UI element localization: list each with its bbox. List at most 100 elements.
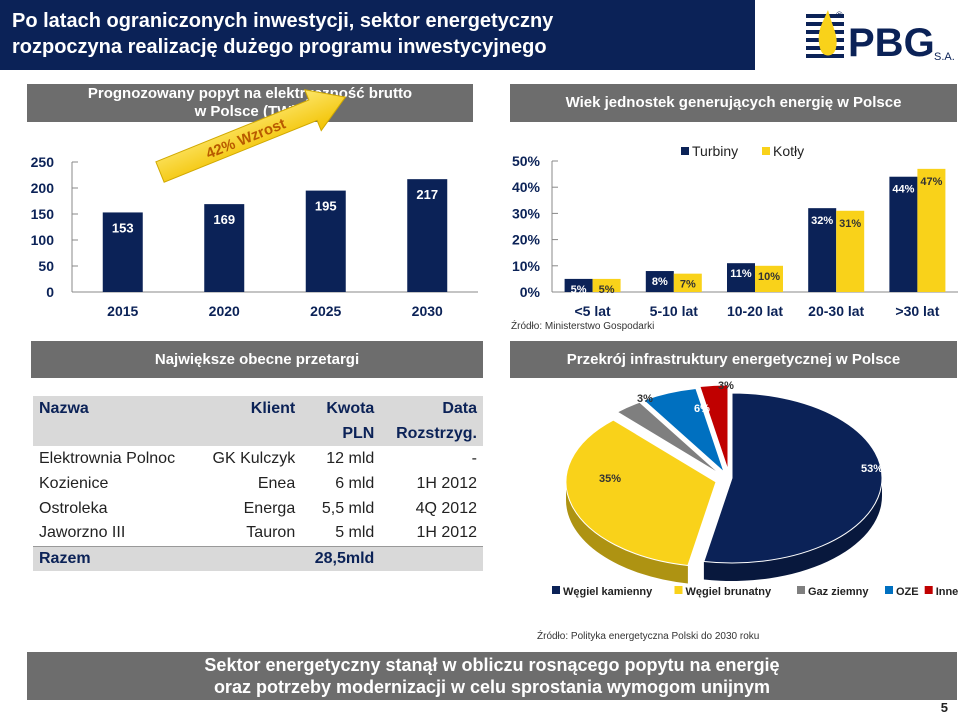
age-ytick-label: 10%: [512, 258, 541, 274]
pie-legend-swatch: [885, 586, 893, 594]
age-ytick-label: 30%: [512, 205, 541, 221]
pie-slice: [699, 384, 729, 471]
header-pln: PLN: [301, 421, 381, 446]
pie-chart-title: Przekrój infrastruktury energetycznej w …: [510, 341, 957, 378]
pie-legend-label: Inne: [936, 586, 959, 598]
age-ytick-label: 40%: [512, 179, 541, 195]
pie-slice-side: [566, 482, 688, 584]
slide-title-line1: Po latach ograniczonych inwestycji, sekt…: [12, 10, 554, 32]
pie-legend-swatch: [797, 586, 805, 594]
demand-ytick-label: 150: [31, 206, 55, 222]
pbg-logo: PBG ® S.A.: [806, 10, 955, 65]
demand-chart-title: Prognozowany popyt na elektryczność brut…: [27, 84, 473, 122]
age-bar-label: 32%: [811, 215, 833, 227]
page-number: 5: [940, 700, 948, 715]
demand-bar-label: 169: [213, 212, 235, 227]
slide-title-line2: rozpoczyna realizację dużego programu in…: [12, 36, 547, 58]
pie-slice-side: [703, 478, 882, 581]
summary-line1: Sektor energetyczny stanął w obliczu ros…: [204, 655, 780, 675]
demand-xtick-label: 2020: [209, 303, 240, 319]
table-cell: Enea: [257, 474, 296, 492]
demand-xtick-label: 2015: [107, 303, 138, 319]
age-bar-kotly: [673, 273, 702, 292]
demand-xtick-label: 2030: [412, 303, 443, 319]
logo-suffix: S.A.: [934, 51, 955, 63]
age-bar-label: 7%: [680, 279, 696, 291]
summary-line2: oraz potrzeby modernizacji w celu sprost…: [213, 677, 771, 697]
pie-slice: [616, 401, 721, 475]
tenders-table-title: Największe obecne przetargi: [31, 341, 483, 378]
age-legend-swatch: [681, 147, 689, 155]
age-bar-label: 10%: [758, 271, 780, 283]
table-header-row-2: PLN Rozstrzyg.: [33, 421, 483, 446]
demand-bar-label: 217: [416, 187, 438, 202]
header-empty-2: [196, 421, 302, 446]
pie-legend-swatch: [674, 586, 683, 594]
pie-slice-label: 53%: [861, 463, 883, 475]
pie-legend-label: Węgiel kamienny: [563, 586, 653, 598]
age-bar-label: 5%: [571, 284, 587, 296]
header-nazwa: Nazwa: [33, 396, 197, 421]
logo-stripes-icon: [806, 10, 844, 58]
table-cell: 1H 2012: [416, 524, 478, 542]
demand-bar: [407, 179, 448, 292]
tenders-table: Nazwa Klient Kwota Data PLN Rozstrzyg. E…: [33, 396, 483, 571]
age-xtick-label: 5-10 lat: [650, 303, 699, 319]
table-cell: GK Kulczyk: [212, 449, 296, 467]
age-bar-label: 5%: [599, 284, 615, 296]
demand-ytick-label: 0: [46, 284, 54, 300]
total-empty-2: [380, 545, 483, 571]
summary-banner: Sektor energetyczny stanął w obliczu ros…: [27, 652, 957, 700]
header-empty-1: [33, 421, 197, 446]
demand-ytick-label: 250: [31, 154, 55, 170]
pie-slice: [642, 387, 726, 474]
table-row: Ostroleka Energa 5,5 mld 4Q 2012: [33, 496, 483, 521]
title-bar: Po latach ograniczonych inwestycji, sekt…: [0, 0, 755, 70]
demand-xtick-label: 2025: [310, 303, 341, 319]
age-bar-turbiny: [727, 263, 755, 292]
age-ytick-label: 0%: [520, 284, 541, 300]
age-ytick-label: 50%: [512, 153, 541, 169]
demand-ytick-label: 200: [31, 180, 55, 196]
age-bar-label: 11%: [730, 268, 752, 280]
age-legend-label: Kotły: [773, 143, 804, 159]
table-cell: Elektrownia Polnoc: [39, 449, 176, 467]
age-chart: 0% 10% 20% 30% 40% 50% 5% 5% <5 lat 8% 7% 5-10 lat 1…: [512, 143, 958, 319]
age-bar-kotly: [755, 265, 783, 292]
demand-bar: [204, 204, 245, 292]
age-legend-label: Turbiny: [692, 143, 738, 159]
table-cell: 4Q 2012: [415, 499, 477, 517]
header-data: Data: [380, 396, 483, 421]
pie-chart-source: Źródło: Polityka energetyczna Polski do …: [537, 631, 760, 642]
pie-legend-label: Węgiel brunatny: [686, 586, 772, 598]
table-header-row-1: Nazwa Klient Kwota Data: [33, 396, 483, 421]
age-xtick-label: 10-20 lat: [727, 303, 783, 319]
table-cell: Jaworzno III: [39, 524, 126, 542]
age-bar-label: 31%: [839, 218, 861, 230]
age-legend-swatch: [762, 147, 770, 155]
table-cell: Tauron: [246, 524, 296, 542]
demand-bar: [305, 190, 346, 292]
age-xtick-label: <5 lat: [574, 303, 611, 319]
table-row: Jaworzno III Tauron 5 mld 1H 2012: [33, 521, 483, 546]
table-row: Kozienice Enea 6 mld 1H 2012: [33, 471, 483, 496]
logo-text: PBG: [848, 21, 935, 65]
age-bar-turbiny: [645, 271, 674, 292]
demand-bar-label: 195: [315, 199, 337, 214]
header-klient: Klient: [196, 396, 302, 421]
demand-bar-label: 153: [112, 220, 134, 235]
table-cell: 6 mld: [335, 474, 375, 492]
table-row: Elektrownia Polnoc GK Kulczyk 12 mld -: [33, 446, 483, 471]
age-bar-kotly: [836, 210, 865, 292]
table-cell: 5,5 mld: [321, 499, 375, 517]
total-empty: [196, 545, 302, 571]
pie-slice-label: 3%: [718, 380, 734, 392]
table-cell: 12 mld: [326, 449, 375, 467]
age-xtick-label: >30 lat: [895, 303, 939, 319]
table-cell: -: [471, 449, 477, 467]
total-value: 28,5mld: [301, 545, 381, 571]
table-cell: Energa: [243, 499, 296, 517]
pie-legend-label: Gaz ziemny: [808, 586, 869, 598]
age-bar-kotly: [917, 168, 946, 292]
age-bar-turbiny: [564, 278, 593, 292]
